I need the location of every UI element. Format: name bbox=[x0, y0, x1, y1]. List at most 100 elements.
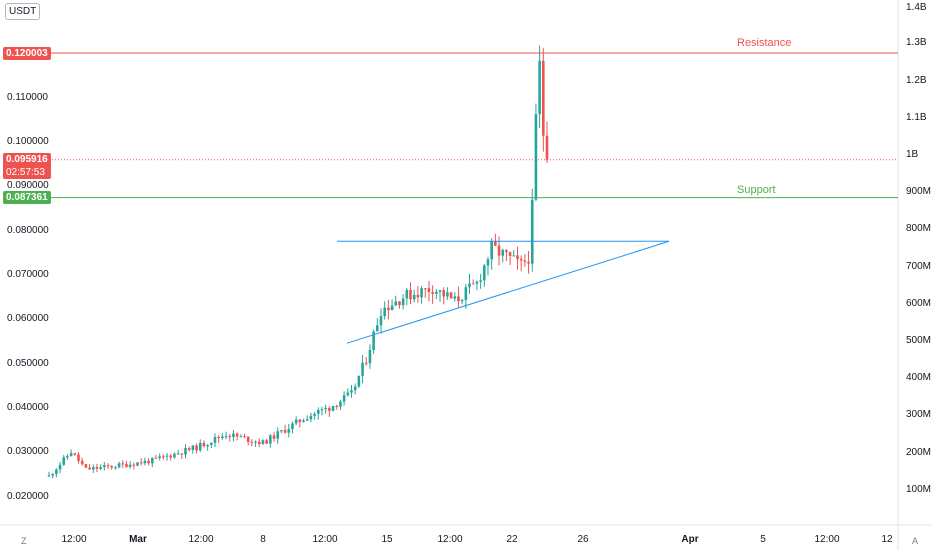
candle-body bbox=[254, 441, 257, 443]
candle-body bbox=[530, 199, 534, 264]
candle-body bbox=[202, 442, 206, 447]
x-tick-label: Mar bbox=[129, 534, 147, 545]
y-tick-label: 0.090000 bbox=[7, 180, 49, 192]
candle-body bbox=[261, 440, 265, 445]
candle-body bbox=[272, 435, 276, 439]
timezone-button[interactable]: Z bbox=[21, 536, 27, 546]
candle-body bbox=[542, 60, 545, 136]
candle-body bbox=[387, 307, 390, 311]
y-tick-label: 0.050000 bbox=[7, 357, 49, 369]
candle-body bbox=[250, 441, 254, 443]
candle-body bbox=[508, 252, 512, 257]
volume-tick-label: 1.3B bbox=[906, 37, 927, 49]
candle-body bbox=[479, 280, 482, 282]
candle-body bbox=[95, 467, 99, 469]
candle-body bbox=[331, 405, 335, 411]
candle-body bbox=[309, 415, 313, 420]
candle-body bbox=[221, 436, 224, 439]
candle-body bbox=[545, 135, 549, 160]
candle-body bbox=[195, 445, 198, 451]
y-tick-label: 0.080000 bbox=[7, 224, 49, 236]
x-tick-label: 15 bbox=[381, 534, 393, 545]
candle-body bbox=[379, 316, 383, 326]
candle-body bbox=[409, 289, 412, 300]
candle-body bbox=[361, 362, 364, 376]
volume-tick-label: 700M bbox=[906, 260, 932, 272]
candle-body bbox=[398, 301, 401, 306]
candle-body bbox=[519, 258, 523, 261]
candle-body bbox=[132, 464, 136, 466]
y-tick-label: 0.060000 bbox=[7, 313, 49, 325]
candle-body bbox=[58, 464, 62, 470]
candle-body bbox=[538, 60, 541, 115]
candle-body bbox=[283, 430, 287, 433]
candle-body bbox=[73, 453, 77, 455]
volume-tick-label: 200M bbox=[906, 446, 932, 458]
candle-body bbox=[464, 287, 468, 301]
candle-body bbox=[173, 453, 176, 458]
candle-body bbox=[69, 453, 73, 457]
candle-body bbox=[353, 386, 357, 391]
candle-body bbox=[505, 249, 508, 253]
candle-body bbox=[486, 259, 490, 266]
x-tick-label: 12:00 bbox=[437, 534, 463, 545]
candle-body bbox=[431, 291, 434, 294]
x-tick-label: 12:00 bbox=[61, 534, 87, 545]
currency-unit-label[interactable]: USDT bbox=[5, 3, 41, 20]
candle-body bbox=[416, 294, 420, 298]
y-tick-label: 0.070000 bbox=[7, 269, 49, 280]
candle-body bbox=[150, 457, 154, 464]
candle-body bbox=[128, 464, 132, 467]
candle-body bbox=[117, 463, 121, 468]
candle-body bbox=[460, 300, 464, 302]
candle-body bbox=[169, 455, 173, 458]
candle-body bbox=[534, 114, 538, 200]
candle-body bbox=[357, 375, 361, 387]
candle-body bbox=[471, 283, 475, 285]
volume-tick-label: 1.2B bbox=[906, 74, 927, 86]
candle-body bbox=[213, 437, 217, 443]
candle-body bbox=[438, 290, 442, 292]
candle-body bbox=[210, 442, 213, 445]
candle-body bbox=[342, 395, 346, 402]
candle-body bbox=[180, 453, 184, 455]
candle-body bbox=[335, 405, 339, 407]
candle-body bbox=[280, 430, 283, 432]
candle-body bbox=[446, 292, 449, 297]
candle-body bbox=[184, 448, 187, 455]
candle-body bbox=[512, 255, 516, 257]
candle-body bbox=[243, 436, 246, 438]
candle-body bbox=[291, 423, 294, 430]
candlestick-series bbox=[47, 45, 549, 479]
candle-body bbox=[346, 392, 350, 396]
candle-body bbox=[298, 419, 302, 423]
candle-body bbox=[165, 455, 169, 457]
candle-body bbox=[110, 466, 114, 468]
candle-body bbox=[316, 410, 320, 414]
candle-body bbox=[147, 460, 150, 464]
resistance-annotation: Resistance bbox=[737, 37, 792, 49]
candle-body bbox=[114, 467, 117, 469]
volume-tick-label: 500M bbox=[906, 335, 932, 346]
candle-body bbox=[482, 265, 486, 281]
candle-body bbox=[328, 407, 331, 411]
auto-scale-button[interactable]: A bbox=[912, 536, 919, 546]
candle-body bbox=[257, 441, 261, 445]
current-price-value: 0.095916 bbox=[6, 153, 48, 165]
candle-body bbox=[99, 467, 102, 469]
x-tick-label: 22 bbox=[506, 534, 518, 545]
candle-body bbox=[527, 261, 530, 264]
candle-body bbox=[305, 419, 309, 421]
candle-body bbox=[449, 292, 453, 299]
candle-body bbox=[287, 429, 291, 433]
candle-body bbox=[394, 301, 398, 306]
candle-body bbox=[405, 289, 409, 299]
candle-body bbox=[423, 288, 427, 290]
candle-body bbox=[372, 331, 375, 351]
x-tick-label: 12:00 bbox=[312, 534, 338, 545]
volume-tick-label: 600M bbox=[906, 297, 932, 309]
candle-body bbox=[516, 255, 519, 259]
candle-body bbox=[217, 437, 220, 439]
